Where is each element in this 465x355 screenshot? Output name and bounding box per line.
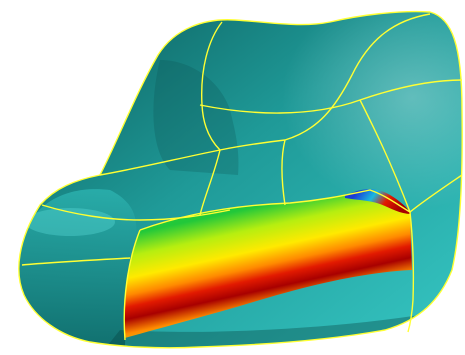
analysis-map-tip <box>345 189 411 214</box>
boundary-nose-lower <box>21 257 131 266</box>
boundary-rear-corner <box>409 174 463 213</box>
boundary-band-top <box>139 189 411 231</box>
boundary-band-right <box>407 211 415 333</box>
boundary-band-left <box>123 229 141 341</box>
boundary-roof-rear <box>284 13 431 141</box>
nose-region <box>18 189 137 348</box>
boundary-windshield-base <box>99 139 286 176</box>
boundary-cabin-pillar <box>281 139 286 206</box>
boundary-hood-line <box>41 204 231 221</box>
body <box>18 11 463 348</box>
boundary-outline <box>18 10 463 349</box>
patch-boundaries <box>18 10 463 349</box>
boundary-rear-upper <box>359 99 411 213</box>
nose-highlight <box>25 208 115 236</box>
boundary-cabin-top <box>199 79 463 114</box>
boundary-mid-vertical <box>199 149 221 216</box>
analysis-map-band <box>124 190 412 338</box>
